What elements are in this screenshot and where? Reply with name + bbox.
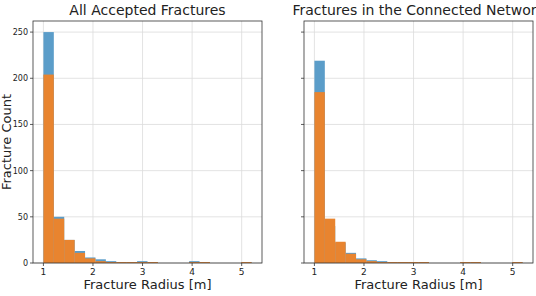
tick-mark	[413, 263, 414, 266]
grid-line	[92, 21, 93, 263]
tick-mark	[30, 78, 33, 79]
tick-mark	[463, 263, 464, 266]
tick-mark	[301, 170, 304, 171]
histogram-bar	[75, 251, 85, 263]
histogram-bar	[335, 242, 345, 263]
histogram-bar	[54, 217, 64, 263]
tick-label: 4	[460, 267, 466, 277]
grid-line	[304, 216, 533, 217]
grid-line	[33, 124, 262, 125]
tick-mark	[314, 263, 315, 266]
tick-label: 100	[13, 167, 28, 176]
panel: 12345050100150200250All Accepted Fractur…	[0, 2, 262, 292]
tick-label: 5	[510, 267, 516, 277]
grid-line	[363, 21, 364, 263]
tick-label: 2	[90, 267, 96, 277]
grid-line	[33, 170, 262, 171]
tick-label: 0	[23, 259, 28, 268]
plot-area	[304, 21, 533, 263]
tick-label: 1	[312, 267, 318, 277]
grid-line	[413, 21, 414, 263]
histogram-bar	[346, 254, 356, 263]
histogram-bar	[43, 32, 53, 263]
histogram-bar	[64, 240, 74, 263]
grid-line	[33, 32, 262, 33]
grid-line	[33, 216, 262, 217]
tick-mark	[30, 124, 33, 125]
histogram-bar	[85, 258, 95, 263]
tick-label: 150	[13, 120, 28, 129]
tick-mark	[301, 32, 304, 33]
grid-line	[304, 170, 533, 171]
tick-mark	[241, 263, 242, 266]
tick-label: 200	[13, 74, 28, 83]
tick-mark	[30, 216, 33, 217]
chart-title: Fractures in the Connected Network	[292, 2, 536, 18]
axis-label: Fracture Radius [m]	[354, 277, 482, 292]
histogram-bar	[356, 259, 366, 263]
tick-mark	[301, 78, 304, 79]
tick-label: 50	[18, 213, 28, 222]
frame	[33, 21, 262, 263]
bars	[314, 61, 522, 263]
histogram-bar	[75, 253, 85, 263]
tick-mark	[30, 32, 33, 33]
tick-mark	[92, 263, 93, 266]
histogram-bar	[356, 258, 366, 263]
histogram-bar	[43, 75, 53, 263]
histogram-bar	[95, 259, 105, 263]
grid-line	[192, 21, 193, 263]
tick-label: 2	[361, 267, 367, 277]
tick-mark	[512, 263, 513, 266]
tick-mark	[30, 170, 33, 171]
histogram-bar	[366, 260, 376, 263]
grid-line	[304, 78, 533, 79]
tick-mark	[301, 124, 304, 125]
bars	[43, 32, 251, 263]
tick-label: 3	[140, 267, 146, 277]
histogram-bar	[314, 61, 324, 263]
grid-line	[512, 21, 513, 263]
histogram-bar	[335, 243, 345, 263]
plot-area	[33, 21, 262, 263]
tick-label: 1	[41, 267, 47, 277]
histogram-bar	[346, 253, 356, 263]
histogram-bar	[64, 240, 74, 263]
frame	[304, 21, 533, 263]
axis-label: Fracture Count	[0, 94, 14, 190]
histogram-bar	[85, 257, 95, 263]
tick-label: 5	[239, 267, 245, 277]
tick-mark	[142, 263, 143, 266]
tick-mark	[43, 263, 44, 266]
tick-mark	[301, 216, 304, 217]
tick-mark	[192, 263, 193, 266]
tick-label: 250	[13, 28, 28, 37]
chart-title: All Accepted Fractures	[69, 2, 225, 18]
histogram-bar	[54, 219, 64, 263]
axis-label: Fracture Radius [m]	[83, 277, 211, 292]
grid-line	[304, 124, 533, 125]
grid-line	[33, 78, 262, 79]
histogram-bar	[314, 92, 324, 263]
background	[0, 0, 536, 296]
grid-line	[463, 21, 464, 263]
tick-label: 4	[189, 267, 195, 277]
histogram-bar	[325, 219, 335, 263]
figure: 12345050100150200250All Accepted Fractur…	[0, 0, 536, 296]
grid-line	[304, 32, 533, 33]
panel: 1 2 3 4 5 Fractures in the Connected Network F…	[292, 2, 536, 292]
tick-mark	[30, 263, 33, 264]
grid-line	[142, 21, 143, 263]
grid-line	[241, 21, 242, 263]
tick-mark	[363, 263, 364, 266]
tick-mark	[301, 263, 304, 264]
tick-label: 3	[411, 267, 417, 277]
